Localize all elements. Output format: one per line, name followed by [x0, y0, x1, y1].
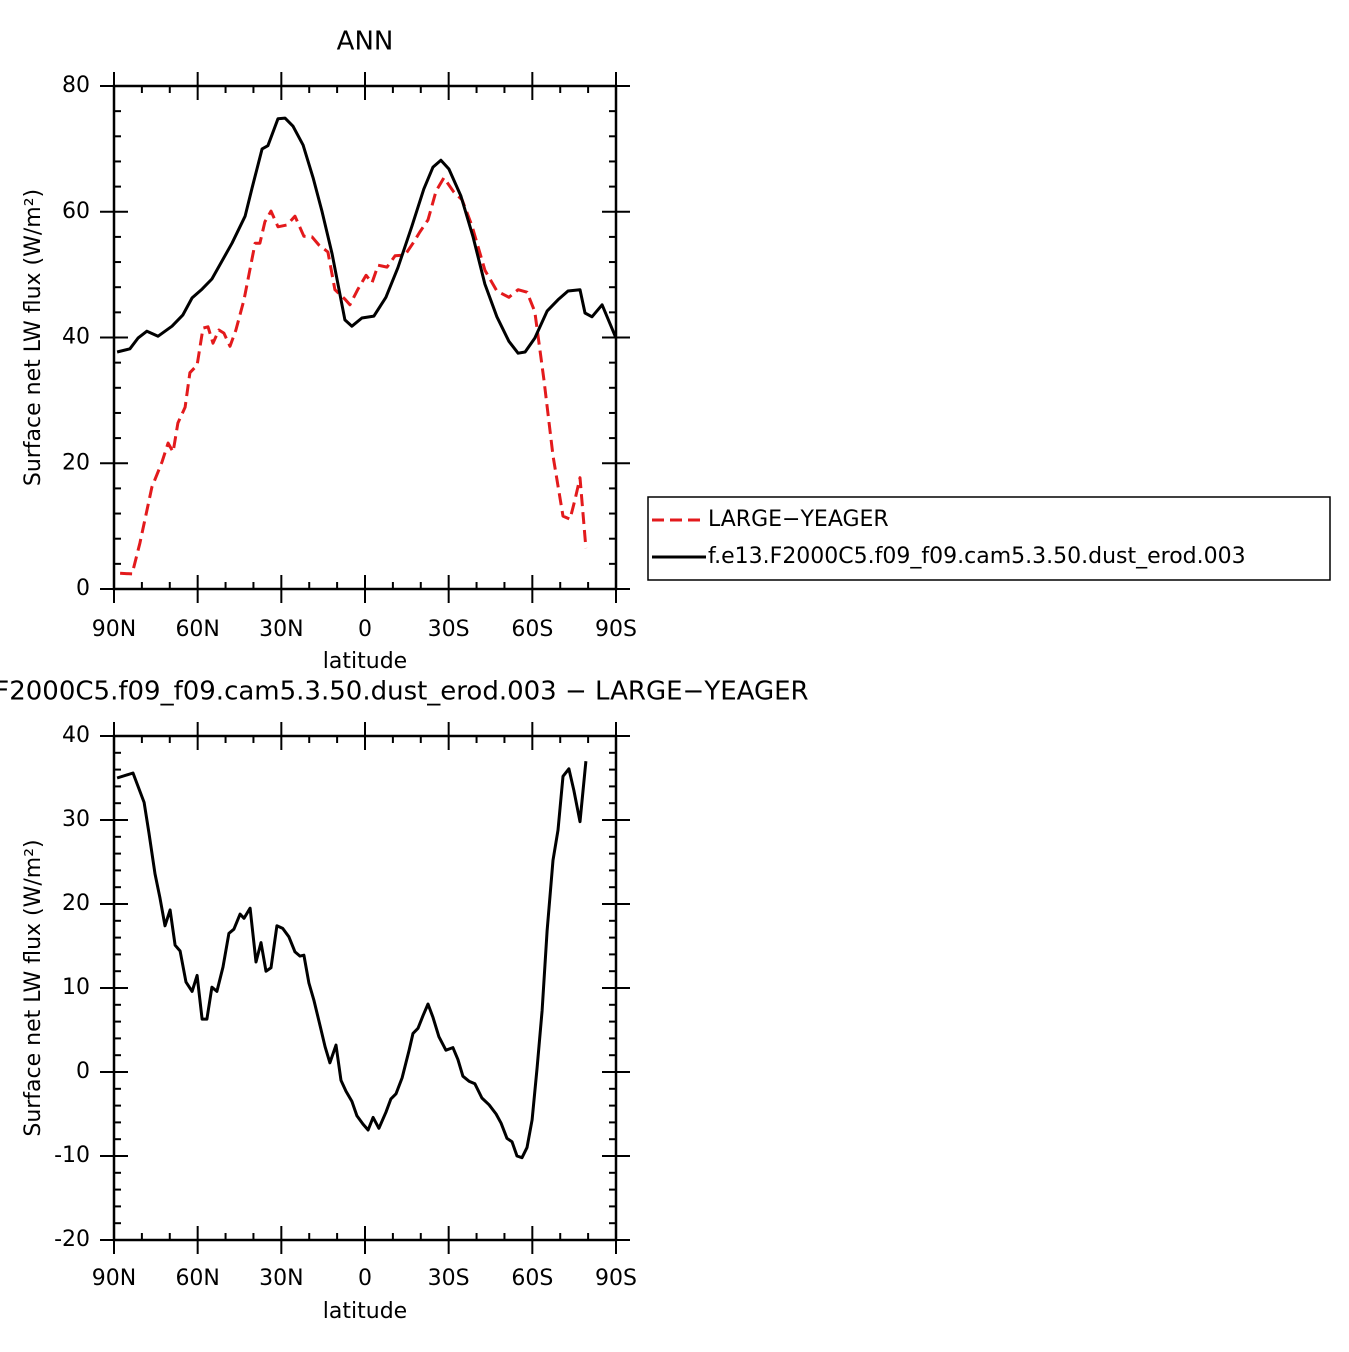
x-tick-label: 30S: [428, 617, 470, 642]
x-tick-label: 30N: [259, 1266, 303, 1291]
x-tick-label: 90N: [92, 1266, 136, 1291]
x-tick-label: 60S: [511, 617, 553, 642]
x-tick-label: 0: [358, 617, 372, 642]
x-tick-label: 0: [358, 1266, 372, 1291]
y-axis-label: Surface net LW flux (W/m²): [21, 189, 46, 486]
x-axis-label: latitude: [323, 1299, 407, 1324]
y-tick-label: 40: [62, 325, 90, 350]
plot-frame: [112, 734, 618, 1242]
data-line: [116, 761, 588, 1160]
x-tick-label: 90S: [595, 1266, 637, 1291]
legend-label: f.e13.F2000C5.f09_f09.cam5.3.50.dust_ero…: [708, 544, 1246, 569]
x-axis-label: latitude: [323, 649, 407, 674]
y-tick-label: 40: [62, 723, 90, 748]
x-tick-label: 90S: [595, 617, 637, 642]
x-tick-label: 90N: [92, 617, 136, 642]
chart-title: ANN: [337, 27, 394, 57]
plot-frame: [112, 84, 618, 591]
chart-title: f.e13.F2000C5.f09_f09.cam5.3.50.dust_ero…: [0, 677, 809, 707]
y-tick-label: 30: [62, 807, 90, 832]
x-tick-label: 30S: [428, 1266, 470, 1291]
x-tick-label: 60N: [175, 1266, 219, 1291]
y-tick-label: 0: [76, 576, 90, 601]
y-tick-label: -10: [54, 1143, 90, 1168]
legend-label: LARGE−YEAGER: [708, 507, 889, 532]
data-line: [116, 116, 618, 355]
y-tick-label: 20: [62, 891, 90, 916]
y-tick-label: 10: [62, 975, 90, 1000]
y-tick-label: 60: [62, 199, 90, 224]
y-tick-label: 0: [76, 1059, 90, 1084]
x-tick-label: 60N: [175, 617, 219, 642]
y-tick-label: -20: [54, 1227, 90, 1252]
y-tick-label: 20: [62, 450, 90, 475]
legend-box: [647, 496, 1331, 581]
x-tick-label: 30N: [259, 617, 303, 642]
x-tick-label: 60S: [511, 1266, 553, 1291]
data-line: [120, 176, 588, 576]
y-axis-label: Surface net LW flux (W/m²): [21, 839, 46, 1136]
y-tick-label: 80: [62, 73, 90, 98]
